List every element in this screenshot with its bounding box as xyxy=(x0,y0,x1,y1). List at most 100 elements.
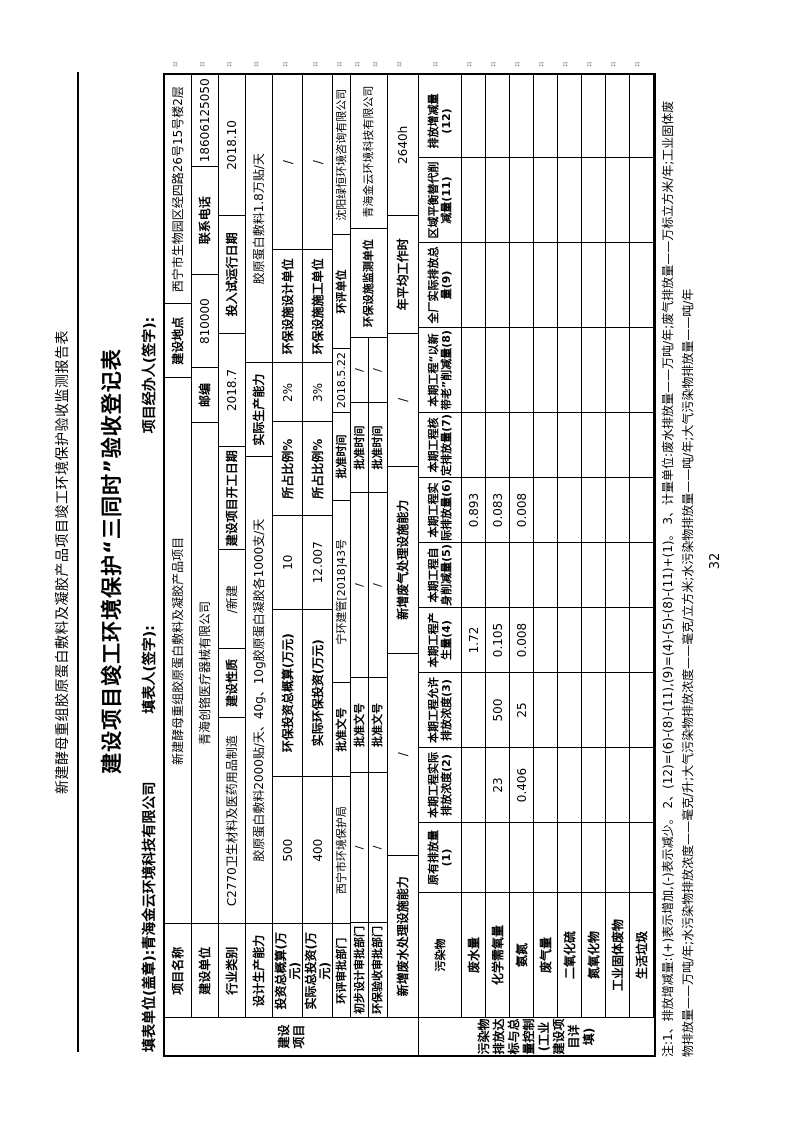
pollutant-value xyxy=(558,327,581,412)
cell-value: / xyxy=(351,772,368,922)
cell-label: 新增废气处理设施能力 xyxy=(388,465,418,653)
form-title: 建设项目竣工环境保护“三同时”验收登记表 xyxy=(100,348,124,774)
pollutant-value xyxy=(582,747,605,822)
row-end-mark-icon xyxy=(225,61,235,67)
pollutant-value xyxy=(582,412,605,477)
pollutant-value xyxy=(558,477,581,542)
pollutant-name: 工业固体废物 xyxy=(606,892,629,1017)
cell-label: 设计生产能力 xyxy=(246,923,272,1017)
cell-label: 投入试运行日期 xyxy=(219,214,245,333)
row-end-mark-icon xyxy=(561,61,571,67)
table-row: 新增废水处理设施能力 / 新增废气处理设施能力 / 年平均工作时 2640h xyxy=(388,75,418,1017)
row-end-mark-icon xyxy=(513,61,523,67)
pollutant-value xyxy=(582,477,605,542)
pollutant-value xyxy=(630,242,653,327)
column-header: 本期工程自身削减量(5) xyxy=(419,542,461,607)
cell-value: 400 xyxy=(303,775,332,924)
table-row: 废气量 xyxy=(534,75,558,1017)
pollutant-value xyxy=(534,542,557,607)
pollutant-value xyxy=(558,672,581,747)
pollutant-value xyxy=(462,747,485,822)
table-row: 初步设计审批部门 / 批准文号 / 批准时间 / xyxy=(351,337,369,1017)
cell-label: 环保设施监测单位 xyxy=(351,228,387,337)
pollutant-value xyxy=(582,607,605,672)
pollutant-value xyxy=(462,85,485,157)
pollutant-value xyxy=(582,542,605,607)
cell-value: 12.007 xyxy=(303,515,332,609)
fill-person-label: 填表人(签字): xyxy=(142,625,158,714)
column-header: 全厂实际排放总量(9) xyxy=(419,242,461,327)
table-row: 项目名称 新建酵母重组胶原蛋白敷料及凝胶产品项目 建设地点 西宁市生物园区经四路… xyxy=(165,75,192,1017)
cell-label: 年平均工作时 xyxy=(388,214,418,333)
row-end-mark-icon xyxy=(489,61,499,67)
row-end-mark-icon xyxy=(537,61,547,67)
cell-label: 批准时间 xyxy=(333,411,350,501)
pollutant-value xyxy=(510,327,533,412)
pollutant-value xyxy=(534,607,557,672)
pollutant-rows: 废水量 1.72 0.893 化学需氧量 23 500 0.105 0.083 氨氮 0.406 2… xyxy=(462,75,654,1017)
cell-value: 青海金云环境科技有限公司 xyxy=(362,85,375,218)
pollutant-value xyxy=(510,85,533,157)
pollutant-value xyxy=(534,85,557,157)
pollutant-name: 生活垃圾 xyxy=(630,892,653,1017)
cell-value: / xyxy=(280,160,295,165)
pollutant-value: 25 xyxy=(510,672,533,747)
row-group: 初步设计审批部门 / 批准文号 / 批准时间 / 环保验收审批部门 / 批准文号 xyxy=(351,75,388,1017)
cell-value: 3% xyxy=(303,362,332,422)
row-end-mark-icon xyxy=(335,61,345,67)
pollutant-value xyxy=(534,672,557,747)
column-header: 本期工程核定排放量(7) xyxy=(419,412,461,477)
cell-value: / xyxy=(310,160,325,165)
cell-value: 胶原蛋白敷料1.8万贴/天 xyxy=(252,153,266,285)
row-end-mark-icon xyxy=(609,61,619,67)
cell-label: 环评审批部门 xyxy=(333,923,350,1017)
pollutant-value xyxy=(582,157,605,242)
pollutant-value xyxy=(462,412,485,477)
cell-label: 批准文号 xyxy=(369,677,387,772)
pollutant-value xyxy=(510,822,533,892)
cell-value: 10 xyxy=(273,515,302,609)
header-rule xyxy=(77,72,79,1052)
table-row: 建设单位 青海创铬医疗器械有限公司 邮编 810000 联系电话 1860612… xyxy=(192,75,219,1017)
pollutant-value: 0.083 xyxy=(486,477,509,542)
pollutant-value xyxy=(630,477,653,542)
table-row: 实际总投资(万元) 400 实际环保投资(万元) 12.007 所占比例% 3%… xyxy=(303,75,333,1017)
section-label-project: 建设项目 xyxy=(165,1017,418,1055)
cell-value: 2% xyxy=(273,362,302,422)
pollutant-value xyxy=(582,822,605,892)
row-end-mark-icon xyxy=(633,61,643,67)
cell-value: 500 xyxy=(273,775,302,924)
cell-label: 初步设计审批部门 xyxy=(351,922,368,1017)
cell-label: 批准文号 xyxy=(333,682,350,776)
cell-value: 西宁市环境保护局 xyxy=(333,775,350,924)
pollutant-value xyxy=(606,327,629,412)
pollutant-value xyxy=(606,822,629,892)
pollutant-value xyxy=(534,822,557,892)
cell-label: 建设单位 xyxy=(192,923,218,1017)
row-end-mark-icon xyxy=(353,61,363,67)
pollutant-value xyxy=(582,85,605,157)
cell-label: 新增废水处理设施能力 xyxy=(388,854,418,1017)
pollutant-value xyxy=(510,157,533,242)
pollutant-value xyxy=(558,607,581,672)
pollutant-value xyxy=(606,747,629,822)
cell-label: 所占比例% xyxy=(273,421,302,516)
cell-label: 建设地点 xyxy=(165,303,191,378)
pollutant-value xyxy=(534,477,557,542)
table-row: 氮氧化物 xyxy=(582,75,606,1017)
registration-table: 建设项目 项目名称 新建酵母重组胶原蛋白敷料及凝胶产品项目 建设地点 西宁市生物… xyxy=(163,73,656,1057)
pollutant-value xyxy=(462,672,485,747)
column-header: 本期工程实际排放浓度(2) xyxy=(419,747,461,822)
cell-label: 环保投资总概算(万元) xyxy=(273,608,302,776)
pollutant-value: 0.008 xyxy=(510,477,533,542)
pollutant-name: 化学需氧量 xyxy=(486,892,509,1017)
matrix-header-row: 污染物 原有排放量(1) 本期工程实际排放浓度(2) 本期工程允许排放浓度(3)… xyxy=(419,75,462,1017)
cell-value: 沈阳绿恒环境咨询有限公司 xyxy=(334,88,348,221)
cell-label: 环保设施设计单位 xyxy=(273,249,302,363)
column-header: 排放增减量(12) xyxy=(427,93,453,149)
pollutant-value xyxy=(606,412,629,477)
table-row: 废水量 1.72 0.893 xyxy=(462,75,486,1017)
pollutant-value xyxy=(558,85,581,157)
cell-label: 实际总投资(万元) xyxy=(303,923,332,1017)
